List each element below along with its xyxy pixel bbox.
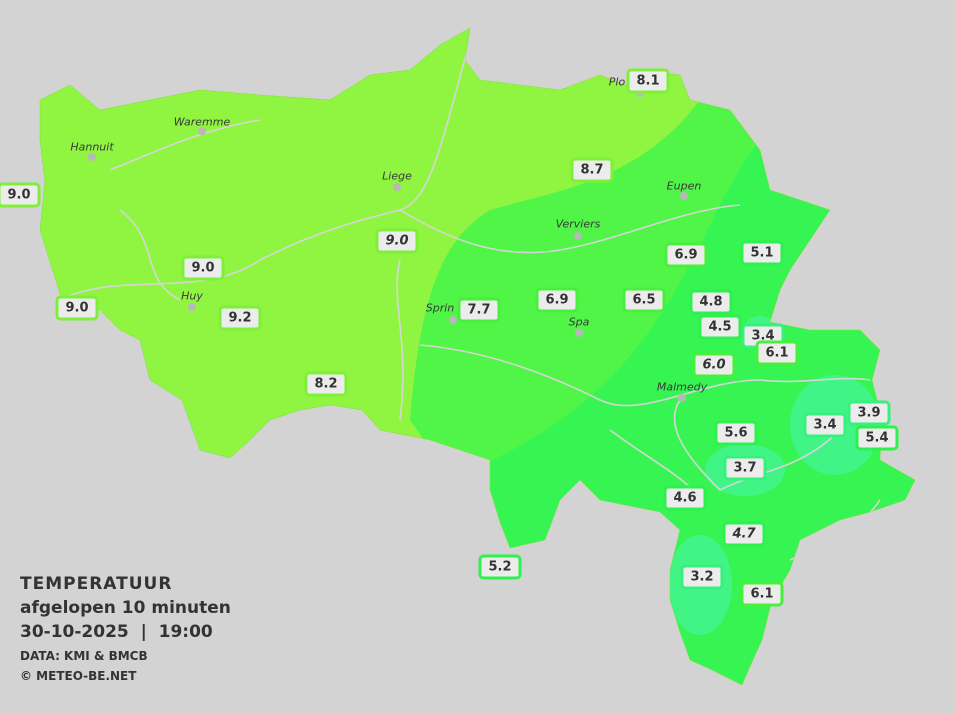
station-temperature-label[interactable]: 5.1 <box>740 240 784 266</box>
station-temperature-label[interactable]: 9.0 <box>0 182 41 208</box>
station-temperature-label[interactable]: 9.0 <box>375 228 419 254</box>
city-dot <box>574 232 582 240</box>
city-dot <box>393 183 401 191</box>
station-temperature-label[interactable]: 8.7 <box>570 157 614 183</box>
station-temperature-label[interactable]: 6.0 <box>692 352 736 378</box>
station-temperature-label[interactable]: 3.2 <box>680 564 724 590</box>
station-temperature-label[interactable]: 9.0 <box>55 295 99 321</box>
city-dot <box>188 303 196 311</box>
station-temperature-label[interactable]: 3.7 <box>723 455 767 481</box>
city-dot <box>575 329 583 337</box>
station-temperature-label[interactable]: 8.1 <box>626 68 670 94</box>
station-temperature-label[interactable]: 3.4 <box>803 412 847 438</box>
city-dot <box>680 192 688 200</box>
city-label: Hannuit <box>70 140 114 154</box>
legend-datetime: 30-10-2025 | 19:00 <box>20 622 213 642</box>
legend-source: DATA: KMI & BMCB <box>20 649 148 663</box>
station-temperature-label[interactable]: 9.2 <box>218 305 262 331</box>
station-temperature-label[interactable]: 9.0 <box>181 255 225 281</box>
station-temperature-label[interactable]: 5.2 <box>478 554 522 580</box>
city-dot <box>449 316 457 324</box>
city-label: Eupen <box>666 179 702 193</box>
station-temperature-label[interactable]: 6.9 <box>535 287 579 313</box>
station-temperature-label[interactable]: 6.5 <box>622 287 666 313</box>
station-temperature-label[interactable]: 5.6 <box>714 420 758 446</box>
station-temperature-label[interactable]: 6.1 <box>755 340 799 366</box>
station-temperature-label[interactable]: 3.9 <box>847 400 891 426</box>
legend-subtitle: afgelopen 10 minuten <box>20 598 231 618</box>
legend-title: TEMPERATUUR <box>20 574 173 594</box>
city-label: Waremme <box>173 115 231 129</box>
station-temperature-label[interactable]: 4.6 <box>663 485 707 511</box>
city-label: Plo <box>608 75 626 89</box>
province-outline <box>39 27 916 686</box>
station-temperature-label[interactable]: 6.1 <box>740 581 784 607</box>
legend-copyright: © METEO-BE.NET <box>20 669 137 683</box>
city-label: Malmedy <box>656 380 708 394</box>
station-temperature-label[interactable]: 4.7 <box>722 521 766 547</box>
city-label: Liege <box>382 169 412 183</box>
city-dot <box>88 153 96 161</box>
station-temperature-label[interactable]: 4.5 <box>698 314 742 340</box>
station-temperature-label[interactable]: 4.8 <box>689 289 733 315</box>
station-temperature-label[interactable]: 7.7 <box>457 297 501 323</box>
city-label: Huy <box>181 289 203 303</box>
station-temperature-label[interactable]: 6.9 <box>664 242 708 268</box>
legend: TEMPERATUUR afgelopen 10 minuten 30-10-2… <box>20 572 231 686</box>
station-temperature-label[interactable]: 5.4 <box>855 425 899 451</box>
city-label: Verviers <box>555 217 601 231</box>
city-label: Spa <box>568 315 590 329</box>
station-temperature-label[interactable]: 8.2 <box>304 371 348 397</box>
city-dot <box>678 394 686 402</box>
rivers <box>59 39 881 561</box>
city-label: Sprin <box>425 301 455 315</box>
city-dot <box>198 127 206 135</box>
